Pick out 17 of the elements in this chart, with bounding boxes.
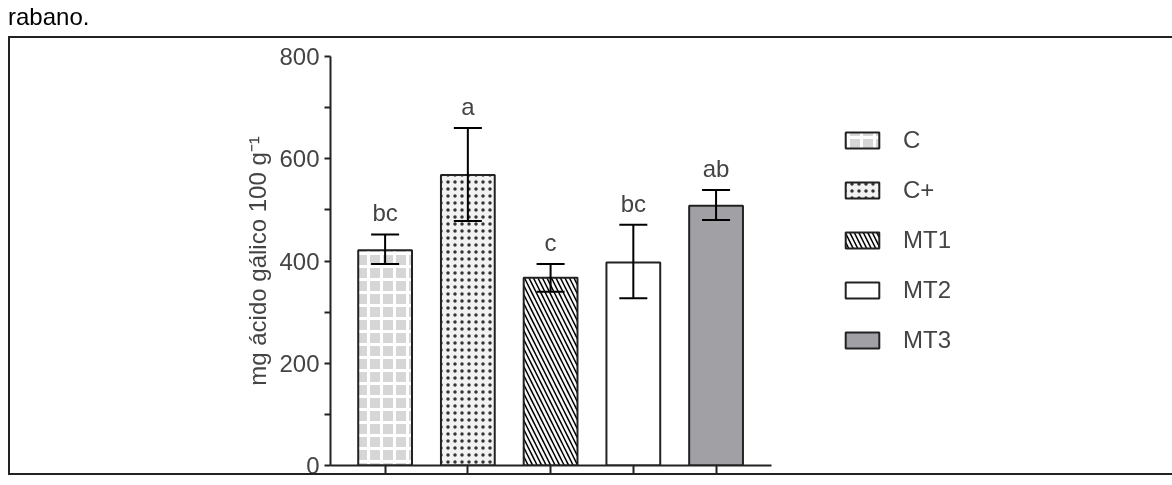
text: rabano. — [8, 3, 90, 30]
annotation: bc — [620, 189, 647, 217]
legend-label: MT1 — [903, 226, 951, 254]
y-tick-label: 200 — [279, 349, 320, 377]
y-tick-label: 600 — [279, 145, 320, 173]
y-tick-label: 400 — [279, 247, 320, 275]
annotation: a — [461, 93, 476, 121]
legend-label: C+ — [903, 176, 935, 204]
y-tick-label: 800 — [279, 43, 320, 70]
annotation: bc — [372, 199, 398, 227]
y-axis-title: mg ácido gálico 100 g⁻¹ — [244, 136, 272, 386]
legend-label: C — [903, 126, 922, 154]
annotation: ab — [702, 154, 730, 182]
legend-label: MT2 — [903, 276, 951, 304]
legend-label: MT3 — [903, 326, 951, 354]
annotation: c — [544, 229, 557, 257]
y-tick-label: 0 — [306, 451, 320, 479]
